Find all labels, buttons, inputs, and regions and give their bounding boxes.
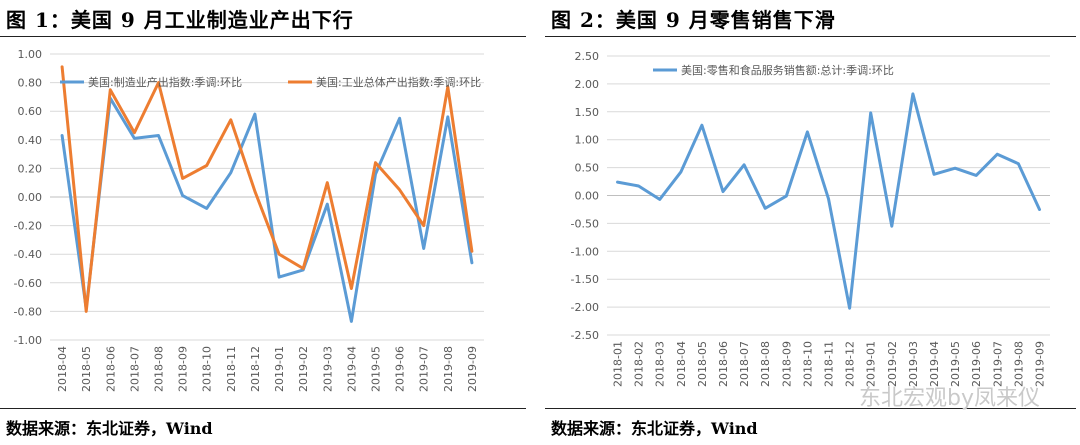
x-tick-label: 2018-08 xyxy=(759,341,772,387)
x-tick-label: 2019-03 xyxy=(907,341,920,387)
x-tick-label: 2019-01 xyxy=(273,346,286,392)
y-tick-label: -1.00 xyxy=(14,334,42,347)
x-tick-label: 2018-02 xyxy=(633,341,646,387)
y-tick-label: 1.00 xyxy=(575,134,600,147)
x-tick-label: 2018-06 xyxy=(717,341,730,387)
legend-label: 美国:制造业产出指数:季调:环比 xyxy=(88,75,242,89)
x-tick-label: 2019-09 xyxy=(466,346,479,392)
x-tick-label: 2018-04 xyxy=(675,341,688,387)
y-tick-label: -2.50 xyxy=(571,329,599,342)
y-tick-label: 2.50 xyxy=(575,50,600,63)
legend-label: 美国:工业总体产出指数:季调:环比 xyxy=(316,75,481,89)
title-rule xyxy=(545,36,1076,37)
series-line-2 xyxy=(60,65,474,313)
legend-label: 美国:零售和食品服务销售额:总计:季调:环比 xyxy=(681,63,894,77)
y-tick-label: 1.00 xyxy=(18,48,43,61)
title-rule xyxy=(0,36,526,37)
y-tick-label: 2.00 xyxy=(575,78,600,91)
y-tick-label: 0.80 xyxy=(18,77,43,90)
series-line-1 xyxy=(60,96,474,323)
x-tick-label: 2018-03 xyxy=(654,341,667,387)
x-tick-label: 2018-11 xyxy=(225,346,238,392)
y-tick-label: 0.40 xyxy=(18,134,43,147)
x-tick-label: 2018-09 xyxy=(177,346,190,392)
series-line-1 xyxy=(616,92,1041,310)
source-rule xyxy=(0,408,526,409)
y-tick-label: -0.20 xyxy=(14,220,42,233)
x-tick-label: 2019-07 xyxy=(418,346,431,392)
x-tick-label: 2019-05 xyxy=(370,346,383,392)
line-chart-industrial-output: 1.00 0.80 0.60 0.40 0.20 0.00 -0.20 -0.40 -0.60 -… xyxy=(14,48,484,392)
y-tick-label: 1.50 xyxy=(575,106,600,119)
chart-panel-2: 图 2：美国 9 月零售销售下滑 2.50 2.00 1.50 1.00 0.50 0.0… xyxy=(545,0,1080,445)
y-tick-label: 0.50 xyxy=(575,162,600,175)
x-tick-label: 2018-07 xyxy=(128,346,141,392)
x-tick-label: 2018-01 xyxy=(612,341,625,387)
x-tick-label: 2018-06 xyxy=(104,346,117,392)
x-tick-label: 2018-05 xyxy=(80,346,93,392)
x-tick-label: 2018-11 xyxy=(823,341,836,387)
line-chart-retail-sales: 2.50 2.00 1.50 1.00 0.50 0.00 -0.50 -1.00 -1.50 -… xyxy=(571,50,1050,387)
source-note: 数据来源：东北证券，Wind xyxy=(6,419,213,438)
chart-panel-1: 图 1：美国 9 月工业制造业产出下行 1.00 0.80 0.60 0.40 0.20… xyxy=(0,0,530,445)
x-tick-label: 2019-08 xyxy=(1012,341,1025,387)
x-tick-label: 2019-04 xyxy=(345,346,358,392)
x-tick-label: 2018-09 xyxy=(780,341,793,387)
figure-title: 图 1：美国 9 月工业制造业产出下行 xyxy=(6,8,354,32)
x-tick-label: 2019-07 xyxy=(991,341,1004,387)
x-tick-label: 2019-01 xyxy=(865,341,878,387)
x-tick-label: 2018-08 xyxy=(153,346,166,392)
y-tick-label: -0.60 xyxy=(14,277,42,290)
x-tick-label: 2018-12 xyxy=(844,341,857,387)
watermark: 东北宏观by凤来仪 xyxy=(859,386,1040,411)
y-tick-label: 0.60 xyxy=(18,105,43,118)
y-tick-label: -0.50 xyxy=(571,217,599,230)
x-tick-label: 2018-04 xyxy=(56,346,69,392)
x-tick-label: 2019-02 xyxy=(297,346,310,392)
x-tick-label: 2019-08 xyxy=(442,346,455,392)
x-tick-label: 2018-07 xyxy=(738,341,751,387)
x-tick-label: 2019-04 xyxy=(928,341,941,387)
x-tick-label: 2018-10 xyxy=(201,346,214,392)
x-tick-label: 2018-10 xyxy=(801,341,814,387)
y-tick-label: -1.00 xyxy=(571,245,599,258)
x-tick-label: 2019-05 xyxy=(949,341,962,387)
x-tick-label: 2018-12 xyxy=(249,346,262,392)
x-tick-label: 2018-05 xyxy=(696,341,709,387)
x-tick-label: 2019-09 xyxy=(1033,341,1046,387)
source-note: 数据来源：东北证券，Wind xyxy=(551,419,758,438)
y-tick-label: 0.00 xyxy=(18,191,43,204)
y-tick-label: 0.20 xyxy=(18,162,43,175)
x-tick-label: 2019-06 xyxy=(394,346,407,392)
y-tick-label: -1.50 xyxy=(571,273,599,286)
x-tick-label: 2019-06 xyxy=(970,341,983,387)
y-tick-label: -0.80 xyxy=(14,305,42,318)
y-tick-label: -0.40 xyxy=(14,248,42,261)
x-tick-label: 2019-02 xyxy=(886,341,899,387)
figure-title: 图 2：美国 9 月零售销售下滑 xyxy=(551,8,836,32)
y-tick-label: -2.00 xyxy=(571,301,599,314)
source-rule xyxy=(545,408,1076,409)
x-tick-label: 2019-03 xyxy=(321,346,334,392)
y-tick-label: 0.00 xyxy=(575,190,600,203)
